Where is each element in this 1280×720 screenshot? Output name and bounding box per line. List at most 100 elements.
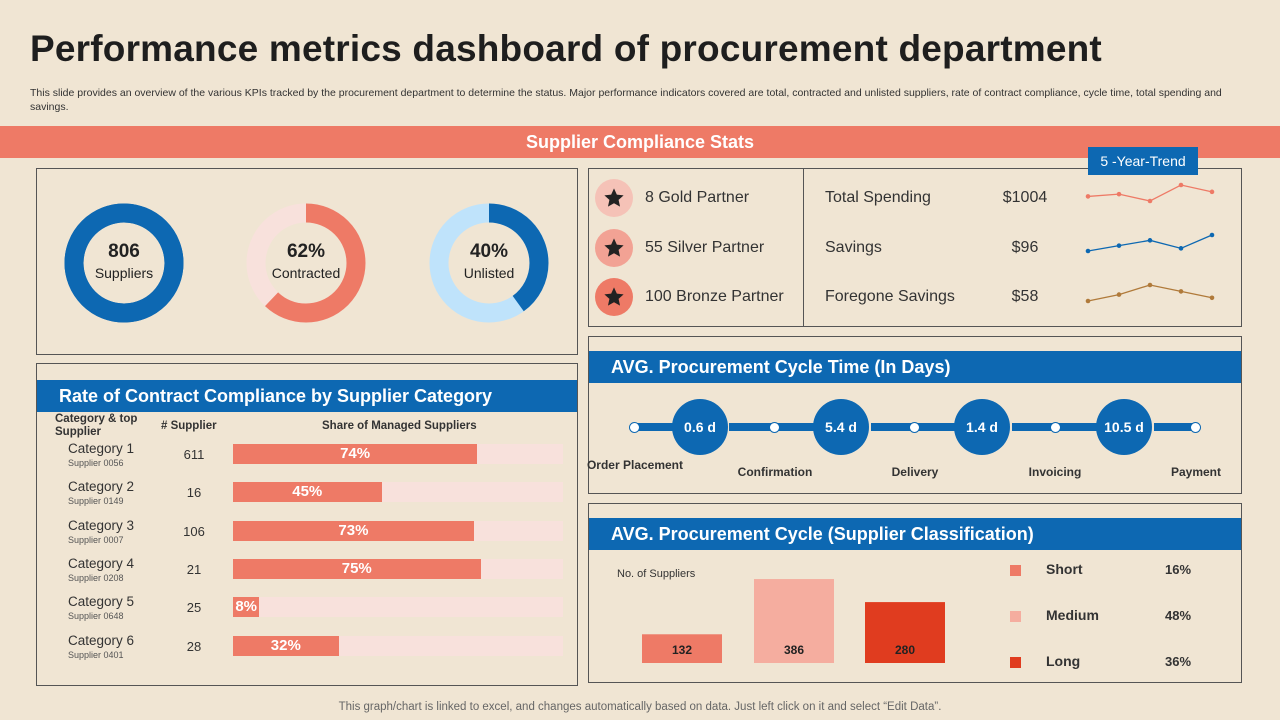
kpi-total-spending-value: $1004 — [1002, 189, 1048, 206]
donut-unlisted[interactable]: 40% Unlisted — [429, 203, 549, 323]
step-connector — [1154, 423, 1194, 431]
sparkline-savings — [1085, 232, 1215, 254]
category-name: Category 3 — [68, 517, 135, 533]
donut-unlisted-ring — [429, 203, 549, 323]
share-bar-label: 8% — [235, 598, 258, 616]
donut-contracted-ring — [246, 203, 366, 323]
sparkline-path — [1087, 284, 1213, 302]
bar-short[interactable] — [642, 634, 722, 663]
classification-bar-chart: 132 386 280 — [642, 579, 945, 663]
stage-dot — [629, 422, 640, 433]
sparkline-point — [1116, 292, 1122, 297]
cycle-time-panel: AVG. Procurement Cycle Time (In Days) 0.… — [587, 336, 1242, 494]
donut-value: 40% — [469, 241, 509, 262]
share-bar-track[interactable]: 45% — [233, 482, 563, 503]
section-banner: Supplier Compliance Stats — [0, 126, 1280, 158]
compliance-heading: Rate of Contract Compliance by Supplier … — [37, 380, 577, 412]
share-bar-track[interactable]: 75% — [233, 558, 563, 579]
sparkline-point — [1147, 238, 1153, 243]
share-bar-label: 74% — [340, 445, 371, 462]
share-bar-fill — [233, 597, 260, 618]
supplier-count: 611 — [183, 447, 205, 462]
donut-label: Contracted — [271, 265, 341, 281]
kpi-savings-label: Savings — [825, 239, 882, 256]
sparkline-point — [1178, 246, 1184, 251]
supplier-count: 16 — [186, 485, 202, 501]
column-header-supplier: # Supplier — [161, 420, 217, 432]
page-title: Performance metrics dashboard of procure… — [30, 28, 1102, 69]
stage-label: Confirmation — [737, 465, 813, 479]
cycle-value-0: 0.6 d — [672, 399, 728, 455]
category-top-supplier: Supplier 0149 — [68, 496, 124, 507]
donut-arc — [246, 203, 366, 323]
partner-silver: 55 Silver Partner — [595, 229, 764, 267]
share-bar-track[interactable]: 73% — [233, 520, 563, 541]
donut-suppliers-ring — [64, 203, 184, 323]
classification-heading: AVG. Procurement Cycle (Supplier Classif… — [589, 518, 1241, 550]
share-bar-fill — [233, 520, 474, 541]
sparkline-point — [1147, 198, 1153, 204]
sparkline-point — [1116, 191, 1122, 197]
sparkline-point — [1209, 232, 1215, 238]
category-name: Category 5 — [68, 594, 135, 610]
partner-label: 8 Gold Partner — [645, 189, 750, 206]
kpi-savings-value: $96 — [1011, 239, 1039, 256]
partner-gold: 8 Gold Partner — [595, 179, 749, 217]
supplier-count: 106 — [183, 523, 205, 539]
stage-dot — [1050, 422, 1061, 433]
share-bar-fill — [233, 635, 339, 656]
supplier-donut-panel: 806 Suppliers 62% Contracted 40% Unliste… — [36, 168, 578, 355]
legend-swatch — [1010, 611, 1021, 622]
sparkline-point — [1116, 243, 1122, 248]
donut-label: Suppliers — [94, 265, 154, 281]
donut-value: 806 — [108, 241, 140, 262]
step-connector — [637, 423, 675, 431]
legend-percent: 48% — [1165, 608, 1192, 623]
donut-suppliers[interactable]: 806 Suppliers — [64, 203, 184, 323]
sparkline-point — [1209, 295, 1215, 301]
donut-value: 62% — [286, 241, 326, 262]
stage-dot — [769, 422, 780, 433]
share-bar-track[interactable]: 32% — [233, 635, 563, 656]
sparkline-point — [1178, 289, 1184, 294]
donut-arc — [429, 203, 549, 323]
supplier-count: 25 — [186, 600, 202, 616]
chart-ylabel: No. of Suppliers — [617, 568, 696, 580]
classification-panel: AVG. Procurement Cycle (Supplier Classif… — [588, 503, 1242, 683]
category-top-supplier: Supplier 0007 — [68, 534, 124, 545]
cycle-value-1: 5.4 d — [813, 399, 869, 455]
sparkline-point — [1209, 189, 1215, 195]
sparkline-point — [1085, 248, 1091, 254]
share-bar-label: 75% — [341, 559, 372, 577]
star-icon — [595, 229, 633, 267]
donut-contracted[interactable]: 62% Contracted — [246, 203, 366, 323]
bar-value-label: 386 — [784, 643, 804, 657]
category-top-supplier: Supplier 0056 — [68, 458, 124, 468]
legend-label: Short — [1046, 561, 1083, 577]
legend-label: Long — [1046, 653, 1081, 669]
bar-medium[interactable] — [754, 579, 834, 663]
donut-label: Unlisted — [463, 265, 515, 281]
sparkline-foregone-savings — [1085, 282, 1215, 304]
category-name: Category 6 — [68, 632, 135, 648]
partner-bronze: 100 Bronze Partner — [595, 278, 784, 316]
share-bar-label: 73% — [338, 521, 369, 539]
share-bar-track[interactable]: 8% — [233, 597, 563, 618]
category-name: Category 1 — [68, 441, 135, 456]
category-top-supplier: Supplier 0648 — [68, 611, 124, 622]
stage-dot — [909, 422, 920, 433]
share-bar-track[interactable]: 74% — [233, 444, 563, 464]
column-header-category: Category & top Supplier — [55, 413, 138, 438]
cycle-time-heading: AVG. Procurement Cycle Time (In Days) — [589, 351, 1241, 383]
bar-long[interactable] — [865, 602, 945, 663]
star-icon — [595, 179, 633, 217]
stage-label: Payment — [1170, 465, 1222, 479]
legend-swatch — [1010, 565, 1021, 576]
category-top-supplier: Supplier 0208 — [68, 572, 124, 583]
sparkline-path — [1087, 234, 1213, 252]
kpi-foregone-savings-value: $58 — [1011, 288, 1039, 305]
sparkline-path — [1087, 184, 1213, 202]
cycle-value-3: 10.5 d — [1096, 399, 1152, 455]
compliance-panel: Rate of Contract Compliance by Supplier … — [36, 363, 578, 686]
trend-badge: 5 -Year-Trend — [1088, 147, 1198, 175]
